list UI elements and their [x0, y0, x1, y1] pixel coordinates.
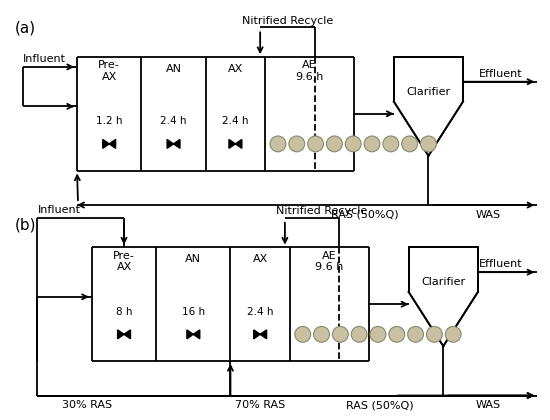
Circle shape — [332, 326, 348, 342]
Circle shape — [402, 136, 417, 152]
Text: 2.4 h: 2.4 h — [160, 116, 187, 126]
Text: Clarifier: Clarifier — [406, 87, 450, 97]
Text: Pre-
AX: Pre- AX — [113, 250, 135, 272]
Circle shape — [364, 136, 380, 152]
Text: Effluent: Effluent — [479, 69, 522, 79]
Text: AE
9.6 h: AE 9.6 h — [315, 250, 344, 272]
Circle shape — [389, 326, 405, 342]
Text: Effluent: Effluent — [479, 259, 522, 269]
Circle shape — [421, 136, 436, 152]
Circle shape — [345, 136, 361, 152]
Polygon shape — [118, 330, 130, 339]
Text: 16 h: 16 h — [182, 307, 205, 317]
Text: AX: AX — [228, 64, 243, 74]
Circle shape — [295, 326, 311, 342]
Text: 1.2 h: 1.2 h — [96, 116, 123, 126]
Polygon shape — [187, 330, 200, 339]
Text: RAS (50%Q): RAS (50%Q) — [346, 400, 414, 410]
Polygon shape — [229, 139, 242, 148]
Text: 30% RAS: 30% RAS — [62, 400, 112, 410]
Text: AN: AN — [185, 255, 201, 264]
Text: WAS: WAS — [475, 400, 500, 410]
Text: 70% RAS: 70% RAS — [235, 400, 285, 410]
Circle shape — [383, 136, 399, 152]
Text: RAS (50%Q): RAS (50%Q) — [331, 210, 399, 220]
Text: AN: AN — [166, 64, 182, 74]
Circle shape — [426, 326, 442, 342]
Circle shape — [370, 326, 386, 342]
Text: AE
9.6,h: AE 9.6,h — [295, 60, 324, 81]
Text: Pre-
AX: Pre- AX — [98, 60, 120, 81]
Text: Clarifier: Clarifier — [421, 277, 465, 287]
Circle shape — [408, 326, 424, 342]
Polygon shape — [167, 139, 180, 148]
Text: 8 h: 8 h — [116, 307, 133, 317]
Text: Nitrified Recycle: Nitrified Recycle — [277, 206, 367, 216]
Text: 2.4 h: 2.4 h — [222, 116, 249, 126]
Text: Nitrified Recycle: Nitrified Recycle — [242, 16, 333, 26]
Text: AX: AX — [252, 255, 268, 264]
Text: 2.4 h: 2.4 h — [247, 307, 273, 317]
Circle shape — [351, 326, 367, 342]
Circle shape — [289, 136, 305, 152]
Text: (b): (b) — [15, 218, 36, 233]
Polygon shape — [409, 247, 478, 346]
Text: Influent: Influent — [37, 205, 80, 215]
Circle shape — [270, 136, 286, 152]
Circle shape — [446, 326, 461, 342]
Circle shape — [307, 136, 323, 152]
Polygon shape — [103, 139, 115, 148]
Text: Influent: Influent — [23, 54, 65, 64]
Circle shape — [314, 326, 329, 342]
Text: (a): (a) — [15, 21, 36, 36]
Polygon shape — [394, 57, 463, 156]
Text: WAS: WAS — [475, 210, 500, 220]
Polygon shape — [254, 330, 267, 339]
Circle shape — [327, 136, 342, 152]
